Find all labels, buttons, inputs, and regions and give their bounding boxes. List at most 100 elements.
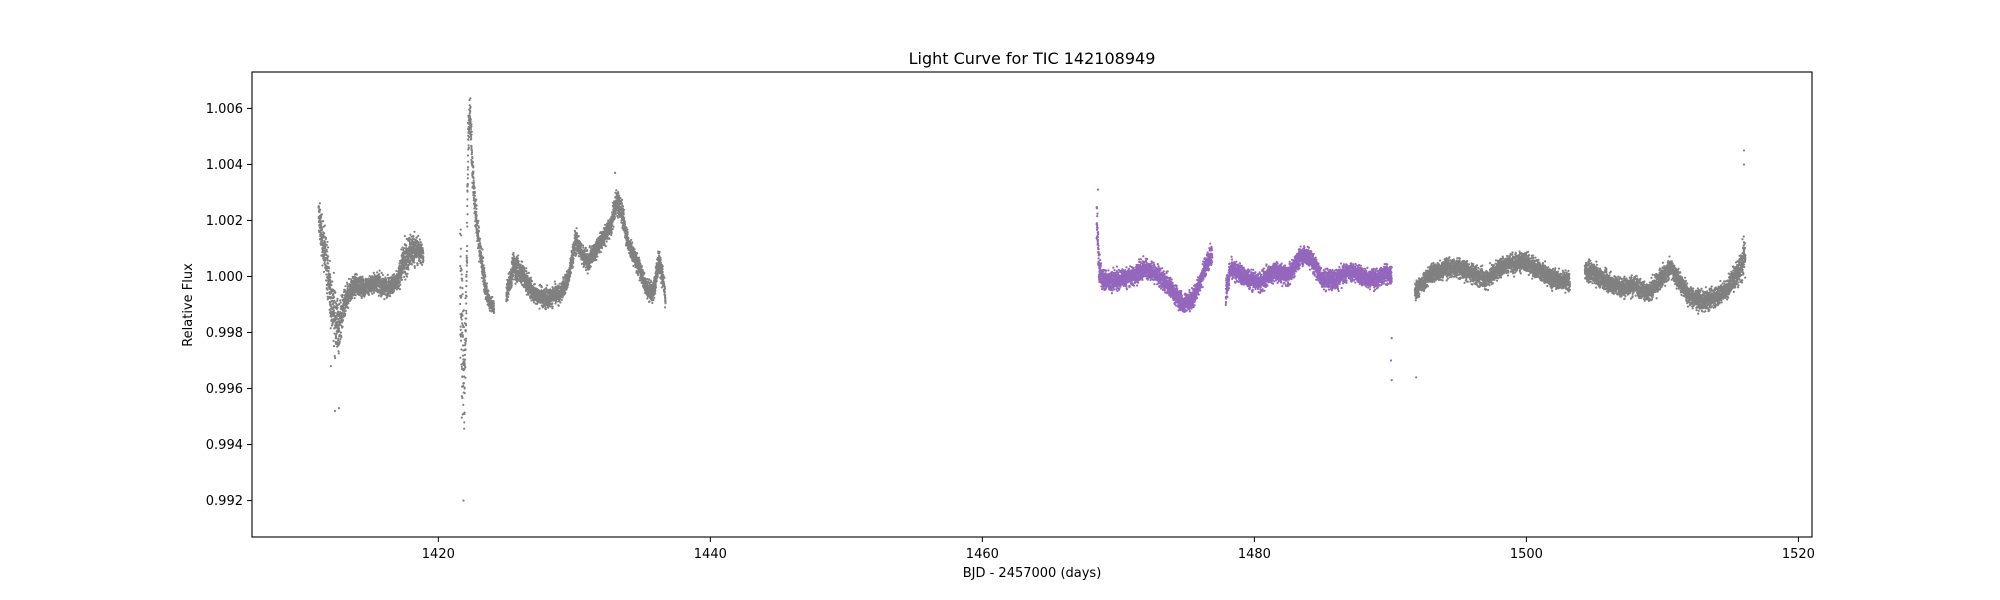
data-point bbox=[461, 335, 464, 338]
data-point bbox=[544, 306, 547, 309]
data-point bbox=[599, 250, 602, 254]
data-point bbox=[344, 309, 347, 312]
data-point bbox=[317, 205, 320, 208]
data-point bbox=[339, 299, 342, 302]
data-point bbox=[554, 283, 557, 286]
data-point bbox=[461, 396, 464, 400]
data-point bbox=[461, 331, 464, 334]
data-point bbox=[466, 204, 469, 208]
data-point bbox=[614, 213, 617, 216]
data-point bbox=[317, 206, 320, 209]
data-point bbox=[393, 273, 396, 276]
data-point bbox=[488, 309, 492, 312]
data-point bbox=[462, 309, 465, 312]
data-point bbox=[339, 301, 342, 304]
data-point bbox=[586, 249, 589, 252]
data-point bbox=[469, 118, 472, 121]
data-point bbox=[465, 285, 468, 288]
data-point bbox=[322, 270, 325, 274]
data-point bbox=[466, 213, 469, 216]
data-point bbox=[463, 392, 466, 395]
data-point bbox=[344, 285, 347, 288]
data-point bbox=[376, 271, 379, 274]
data-point bbox=[320, 227, 324, 231]
data-point bbox=[336, 341, 339, 344]
data-point bbox=[465, 221, 469, 224]
data-point bbox=[325, 292, 329, 295]
data-point bbox=[470, 133, 473, 136]
data-point bbox=[612, 225, 615, 228]
data-point bbox=[546, 284, 549, 287]
data-point bbox=[614, 211, 617, 214]
data-point bbox=[483, 269, 486, 272]
data-point bbox=[581, 244, 585, 247]
data-point bbox=[403, 235, 406, 238]
data-point bbox=[378, 278, 382, 281]
data-point bbox=[622, 213, 625, 216]
data-point bbox=[338, 340, 341, 343]
data-point bbox=[575, 227, 578, 230]
data-point bbox=[347, 306, 350, 309]
data-point bbox=[466, 168, 469, 171]
data-point bbox=[419, 259, 422, 262]
data-point bbox=[337, 311, 340, 314]
data-point bbox=[483, 279, 486, 282]
data-point bbox=[323, 260, 326, 263]
data-point bbox=[465, 250, 469, 253]
data-point bbox=[577, 235, 580, 238]
data-point bbox=[475, 198, 478, 201]
data-point bbox=[463, 421, 466, 424]
data-point bbox=[604, 245, 607, 248]
data-point bbox=[464, 329, 467, 332]
scatter-points bbox=[317, 97, 1747, 502]
data-point bbox=[464, 376, 467, 379]
data-point bbox=[334, 336, 338, 340]
data-point bbox=[601, 246, 604, 250]
data-point bbox=[465, 312, 468, 315]
data-point bbox=[329, 279, 332, 282]
data-point bbox=[595, 258, 598, 261]
data-point bbox=[325, 248, 328, 251]
data-point bbox=[421, 249, 425, 252]
data-point bbox=[327, 255, 330, 258]
data-point bbox=[507, 293, 510, 296]
data-point bbox=[574, 246, 577, 249]
data-point bbox=[360, 296, 363, 300]
data-point bbox=[464, 348, 467, 351]
data-point bbox=[487, 290, 490, 293]
data-point bbox=[553, 280, 557, 283]
data-point bbox=[328, 273, 332, 276]
data-point bbox=[420, 243, 423, 246]
data-point bbox=[462, 325, 465, 329]
data-point bbox=[325, 279, 328, 282]
data-point bbox=[329, 327, 332, 330]
data-point bbox=[463, 363, 466, 366]
data-point bbox=[337, 352, 340, 355]
data-point bbox=[331, 280, 334, 283]
data-point bbox=[339, 331, 343, 334]
data-point bbox=[514, 282, 517, 285]
data-point bbox=[469, 128, 472, 131]
data-point bbox=[422, 259, 425, 262]
data-point bbox=[417, 234, 420, 237]
data-point bbox=[470, 151, 474, 154]
data-point bbox=[418, 238, 421, 241]
data-point bbox=[610, 231, 613, 234]
data-point bbox=[412, 235, 415, 238]
data-point bbox=[517, 260, 520, 263]
data-point bbox=[470, 125, 473, 128]
data-point bbox=[461, 293, 464, 296]
data-point bbox=[367, 291, 370, 295]
data-point bbox=[465, 264, 468, 267]
data-point bbox=[332, 339, 335, 343]
data-point bbox=[467, 160, 470, 163]
data-point bbox=[328, 285, 331, 288]
data-point bbox=[464, 339, 468, 343]
data-point bbox=[469, 105, 472, 109]
data-point bbox=[464, 291, 467, 294]
data-point bbox=[320, 222, 323, 225]
data-point bbox=[465, 273, 468, 276]
data-point bbox=[477, 219, 480, 222]
data-point bbox=[492, 304, 495, 308]
